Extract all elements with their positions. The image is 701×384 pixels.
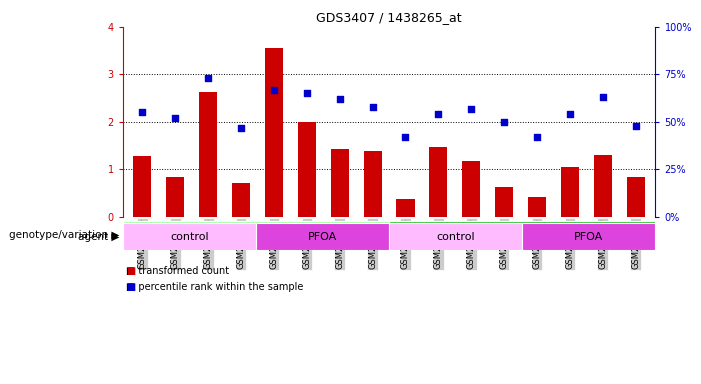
Point <box>564 111 576 118</box>
Bar <box>232 183 250 217</box>
Text: control: control <box>436 232 475 242</box>
Text: ■ percentile rank within the sample: ■ percentile rank within the sample <box>126 282 304 292</box>
Text: PFOA: PFOA <box>574 232 604 242</box>
Point <box>498 119 510 125</box>
Point <box>531 134 543 140</box>
Point <box>334 96 346 102</box>
Point <box>301 90 313 96</box>
Point <box>236 124 247 131</box>
Bar <box>594 155 612 217</box>
Bar <box>331 149 349 217</box>
Bar <box>389 221 655 248</box>
Bar <box>133 156 151 217</box>
Point <box>137 109 148 116</box>
Bar <box>123 221 389 248</box>
Point <box>268 86 280 93</box>
Text: ■ transformed count: ■ transformed count <box>126 266 229 276</box>
Point <box>597 94 608 100</box>
Point <box>433 111 444 118</box>
Bar <box>389 223 522 250</box>
Text: PFOA: PFOA <box>308 232 337 242</box>
Point <box>465 106 477 112</box>
Bar <box>298 122 316 217</box>
Bar <box>528 197 546 217</box>
Text: ■: ■ <box>126 266 135 276</box>
Bar <box>522 223 655 250</box>
Bar <box>166 177 184 217</box>
Text: PPAR-alpha null: PPAR-alpha null <box>479 230 566 240</box>
Bar <box>495 187 513 217</box>
Text: ■: ■ <box>126 282 135 292</box>
Bar <box>561 167 579 217</box>
Title: GDS3407 / 1438265_at: GDS3407 / 1438265_at <box>316 11 462 24</box>
Point <box>630 122 641 129</box>
Point <box>170 115 181 121</box>
Bar <box>462 161 480 217</box>
Bar <box>199 93 217 217</box>
Point <box>367 104 379 110</box>
Bar <box>265 48 283 217</box>
Point <box>203 75 214 81</box>
Bar <box>627 177 645 217</box>
Text: agent ▶: agent ▶ <box>78 232 119 242</box>
Bar <box>397 199 414 217</box>
Text: genotype/variation ▶: genotype/variation ▶ <box>9 230 119 240</box>
Point <box>400 134 411 140</box>
Text: control: control <box>170 232 209 242</box>
Bar <box>256 223 389 250</box>
Bar <box>364 151 381 217</box>
Bar <box>429 147 447 217</box>
Text: wild type: wild type <box>231 230 281 240</box>
Bar <box>123 223 256 250</box>
